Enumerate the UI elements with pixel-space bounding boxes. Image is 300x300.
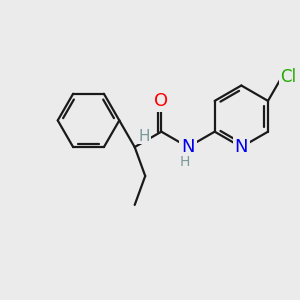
Text: Cl: Cl — [280, 68, 296, 86]
Text: H: H — [139, 129, 151, 144]
Text: O: O — [154, 92, 168, 110]
Text: N: N — [235, 138, 248, 156]
Text: H: H — [179, 155, 190, 169]
Text: N: N — [181, 138, 195, 156]
